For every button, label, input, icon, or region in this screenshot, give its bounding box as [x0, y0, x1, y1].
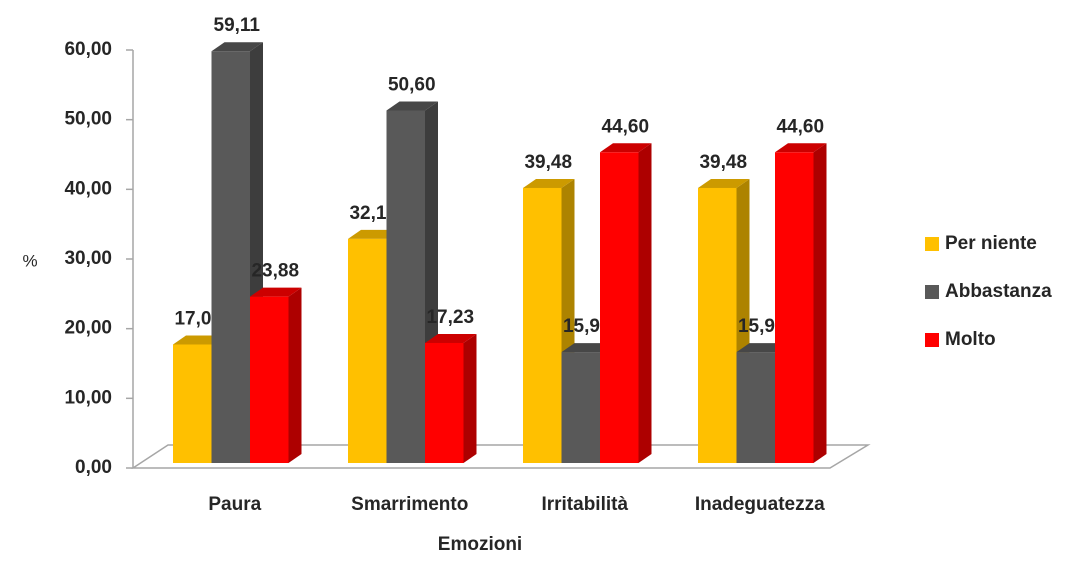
bar-top: [386, 101, 438, 111]
bar-side: [288, 287, 302, 463]
value-label: 23,88: [251, 261, 299, 282]
y-tick-label: 20,00: [64, 318, 112, 339]
y-tick-label: 40,00: [64, 178, 112, 199]
x-axis-label: Emozioni: [438, 534, 522, 555]
legend-label: Molto: [945, 329, 996, 350]
bar-side: [463, 333, 477, 463]
value-label: 59,11: [214, 15, 261, 36]
value-label: 39,48: [524, 152, 572, 173]
y-axis-label: %: [22, 251, 37, 270]
bar: [698, 187, 737, 463]
bar-top: [698, 178, 750, 188]
bar-top: [600, 143, 652, 153]
bar-side: [813, 143, 827, 463]
bar: [173, 344, 212, 463]
value-label: 15,92: [738, 316, 786, 337]
bar: [775, 152, 814, 463]
value-label: 32,17: [349, 203, 397, 224]
value-label: 39,48: [699, 152, 747, 173]
bar-side: [638, 143, 652, 463]
y-tick-label: 30,00: [64, 248, 112, 269]
legend-label: Abbastanza: [945, 281, 1052, 302]
x-tick-label: Smarrimento: [351, 494, 468, 515]
legend-swatch: [925, 237, 939, 251]
y-tick-label: 60,00: [64, 39, 112, 60]
x-tick-label: Paura: [208, 494, 261, 515]
value-label: 44,60: [776, 116, 824, 137]
value-label: 17,01: [174, 309, 222, 330]
value-label: 17,23: [426, 307, 474, 328]
bar: [386, 110, 425, 463]
bar: [600, 152, 639, 463]
bar: [561, 352, 600, 463]
legend-label: Per niente: [945, 233, 1037, 254]
legend-swatch: [925, 285, 939, 299]
bar-top: [250, 287, 302, 297]
value-label: 15,92: [563, 316, 611, 337]
y-tick-label: 50,00: [64, 109, 112, 130]
floor: [130, 444, 871, 469]
value-label: 44,60: [601, 116, 649, 137]
y-tick-label: 10,00: [64, 387, 112, 408]
bar-top: [211, 42, 263, 52]
x-tick-label: Irritabilità: [541, 494, 628, 515]
bar-top: [425, 333, 477, 343]
bar: [736, 352, 775, 463]
bar-top: [775, 143, 827, 153]
y-tick-label: 0,00: [75, 457, 112, 478]
bar: [425, 342, 464, 463]
bar-top: [523, 178, 575, 188]
bar: [523, 187, 562, 463]
x-tick-label: Inadeguatezza: [695, 494, 825, 515]
bar: [250, 296, 289, 463]
bar: [211, 51, 250, 464]
value-label: 50,60: [388, 75, 436, 96]
bar: [348, 238, 387, 463]
legend-swatch: [925, 333, 939, 347]
